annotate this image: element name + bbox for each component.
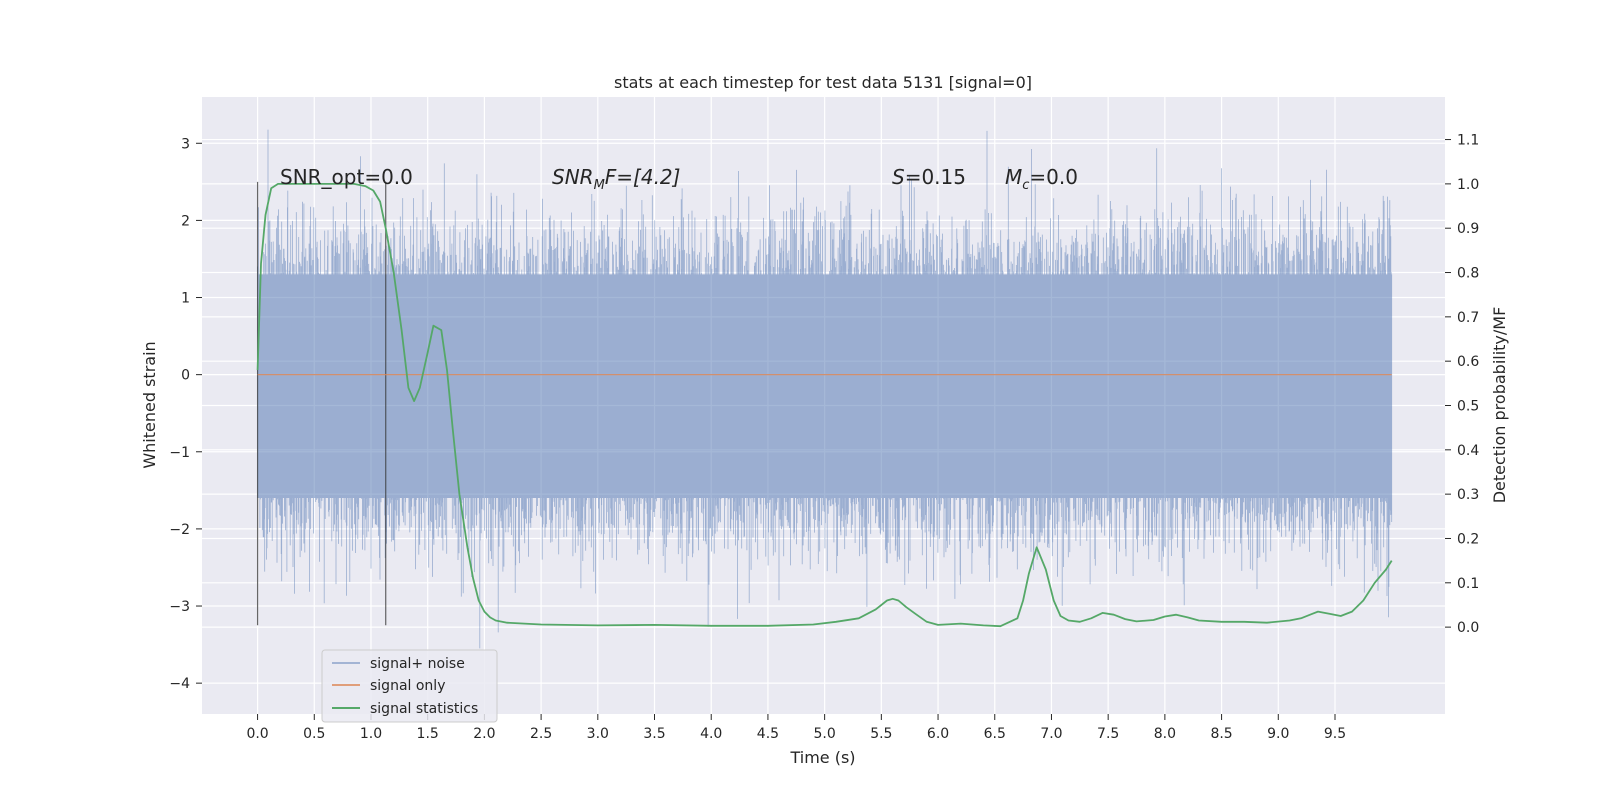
y-tick-label-right: 0.8 xyxy=(1457,266,1479,282)
x-tick-label: 1.5 xyxy=(417,726,439,742)
x-tick-label: 0.5 xyxy=(303,726,325,742)
x-tick-label: 0.0 xyxy=(246,726,268,742)
y-tick-label-left: −4 xyxy=(169,676,190,692)
x-tick-label: 7.5 xyxy=(1097,726,1119,742)
y-axis-label-right: Detection probability/MF xyxy=(1490,307,1509,504)
vertical-markers xyxy=(256,181,387,626)
annotation-snr-mf-rest: F=[4.2] xyxy=(605,165,681,189)
y-tick-label-left: 3 xyxy=(181,136,190,152)
y-tick-label-right: 0.1 xyxy=(1457,576,1479,592)
legend-label-signal-statistics: signal statistics xyxy=(370,701,478,717)
x-tick-label: 9.5 xyxy=(1324,726,1346,742)
x-axis-label: Time (s) xyxy=(789,748,855,767)
x-tick-label: 6.5 xyxy=(984,726,1006,742)
y-ticks-right: 1.1 1.0 0.9 0.8 0.7 0.6 0.5 0.4 0.3 0.2 0.1 0.0 xyxy=(1445,133,1479,636)
x-tick-label: 2.5 xyxy=(530,726,552,742)
x-ticks: 0.0 0.5 1.0 1.5 2.0 2.5 3.0 3.5 4.0 4.5 5.0 5.5 6.0 6… xyxy=(246,714,1346,742)
series-lines xyxy=(256,182,1393,628)
x-tick-label: 4.0 xyxy=(700,726,722,742)
y-tick-label-right: 0.6 xyxy=(1457,354,1479,370)
y-tick-label-left: −3 xyxy=(169,599,190,615)
legend-label-signal-noise: signal+ noise xyxy=(370,656,465,672)
y-tick-label-left: −2 xyxy=(169,522,190,538)
y-tick-label-right: 1.0 xyxy=(1457,177,1479,193)
x-tick-label: 3.0 xyxy=(587,726,609,742)
annotation-snr-mf-sub: M xyxy=(594,178,605,193)
y-tick-label-right: 0.3 xyxy=(1457,487,1479,503)
legend: signal+ noise signal only signal statist… xyxy=(321,649,498,723)
y-tick-label-right: 0.9 xyxy=(1457,221,1479,237)
y-tick-label-right: 0.7 xyxy=(1457,310,1479,326)
y-tick-label-left: −1 xyxy=(169,445,190,461)
legend-box xyxy=(321,649,498,723)
y-tick-label-left: 2 xyxy=(181,213,190,229)
annotation-mc-rest: =0.0 xyxy=(1029,165,1078,189)
x-tick-label: 8.5 xyxy=(1210,726,1232,742)
annotation-snr-opt: SNR_opt=0.0 xyxy=(280,165,413,189)
x-tick-label: 9.0 xyxy=(1267,726,1289,742)
y-tick-label-right: 1.1 xyxy=(1457,133,1479,149)
y-tick-label-right: 0.2 xyxy=(1457,531,1479,547)
chart-title: stats at each timestep for test data 513… xyxy=(614,73,1032,92)
annotation-mc: Mc=0.0 xyxy=(1005,165,1078,193)
x-tick-label: 2.0 xyxy=(473,726,495,742)
x-tick-label: 1.0 xyxy=(360,726,382,742)
y-tick-label-left: 1 xyxy=(181,291,190,307)
y-tick-label-right: 0.4 xyxy=(1457,443,1479,459)
annotation-snr-mf-main: SNR xyxy=(552,165,594,189)
annotation-mc-sub: c xyxy=(1022,178,1029,193)
legend-label-signal-only: signal only xyxy=(370,678,445,694)
x-tick-label: 4.5 xyxy=(757,726,779,742)
x-tick-label: 6.0 xyxy=(927,726,949,742)
y-tick-label-right: 0.5 xyxy=(1457,399,1479,415)
y-ticks-left: 3 2 1 0 −1 −2 −3 −4 xyxy=(169,136,202,692)
annotation-s: S=0.15 xyxy=(892,165,966,189)
x-tick-label: 7.0 xyxy=(1040,726,1062,742)
x-tick-label: 8.0 xyxy=(1154,726,1176,742)
annotation-mc-main: M xyxy=(1005,165,1022,189)
x-tick-label: 3.5 xyxy=(643,726,665,742)
series-line-2 xyxy=(256,182,1393,628)
x-tick-label: 5.0 xyxy=(814,726,836,742)
y-tick-label-left: 0 xyxy=(181,368,190,384)
y-axis-label-left: Whitened strain xyxy=(140,341,159,468)
annotation-s-main: S xyxy=(892,165,905,189)
x-tick-label: 5.5 xyxy=(870,726,892,742)
annotation-s-rest: =0.15 xyxy=(905,165,966,189)
annotation-snr-mf: SNRMF=[4.2] xyxy=(552,165,680,193)
y-tick-label-right: 0.0 xyxy=(1457,620,1479,636)
